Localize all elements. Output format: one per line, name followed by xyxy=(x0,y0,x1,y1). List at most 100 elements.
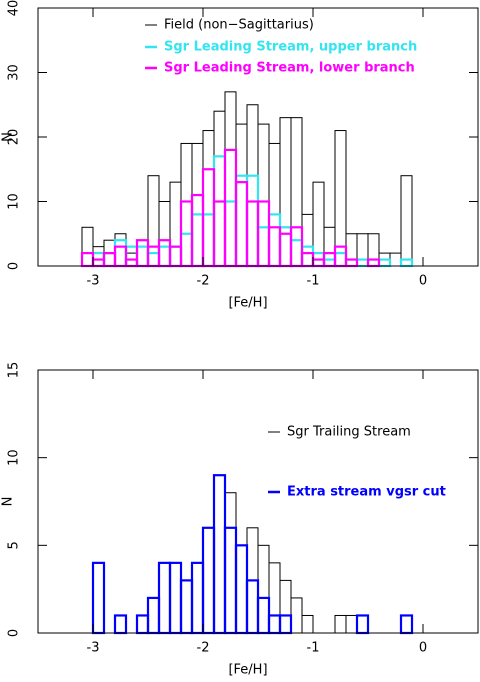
histogram-bar xyxy=(366,258,381,268)
histogram-bar xyxy=(356,614,369,634)
histogram-bar xyxy=(289,226,304,268)
x-tick-label: 0 xyxy=(419,641,427,656)
histogram-bar xyxy=(399,258,414,268)
histogram-bar xyxy=(190,213,205,268)
histogram-bar xyxy=(256,200,271,268)
y-tick-label: 5 xyxy=(7,541,22,549)
histogram-bar xyxy=(168,245,183,268)
histogram-bar xyxy=(146,245,161,268)
histogram-bar xyxy=(212,155,227,268)
histogram-bar xyxy=(377,258,392,268)
histogram-bar xyxy=(213,474,226,634)
x-tick-label: 0 xyxy=(419,274,427,289)
histogram-bar xyxy=(389,252,402,267)
legend-label: Extra stream vgsr cut xyxy=(287,485,446,500)
histogram-bar xyxy=(202,130,215,267)
histogram-bar xyxy=(190,193,205,268)
x-tick-label: -1 xyxy=(307,274,320,289)
histogram-bar xyxy=(333,245,348,268)
histogram-bar xyxy=(367,233,380,267)
histogram-bar xyxy=(400,175,413,267)
histogram-bar xyxy=(400,614,413,634)
histogram-bar xyxy=(344,258,359,268)
histogram-bar xyxy=(81,226,94,267)
histogram-bar xyxy=(146,252,161,268)
histogram-bar xyxy=(124,258,139,268)
legend-label: Sgr Trailing Stream xyxy=(287,425,411,440)
histogram-bar xyxy=(190,561,205,635)
histogram-bar xyxy=(92,246,105,267)
histogram-bar xyxy=(113,614,128,635)
histogram-bar xyxy=(235,123,248,267)
histogram-bar xyxy=(311,258,326,268)
x-tick-label: -2 xyxy=(197,641,210,656)
x-tick-label: -1 xyxy=(307,641,320,656)
histogram-bar xyxy=(290,117,303,267)
histogram-bar xyxy=(234,174,249,268)
histogram-bar xyxy=(279,117,292,267)
histogram-bar xyxy=(235,544,248,634)
histogram-bar xyxy=(223,200,238,268)
histogram-bar xyxy=(267,614,282,635)
histogram-bar xyxy=(224,91,237,267)
histogram-bar xyxy=(267,226,282,268)
histogram-bar xyxy=(301,614,314,634)
histogram-bar xyxy=(345,614,358,634)
histogram-bar xyxy=(234,544,249,635)
histogram-bar xyxy=(245,200,260,268)
histogram-bar xyxy=(201,213,216,268)
histogram-bar xyxy=(345,233,358,267)
x-tick-label: -3 xyxy=(87,641,100,656)
histogram-bar xyxy=(114,233,127,267)
histogram-bar xyxy=(201,526,216,635)
histogram-bar xyxy=(102,252,117,268)
histogram-bar xyxy=(169,181,182,267)
histogram-bar xyxy=(213,110,226,267)
histogram-bar xyxy=(158,562,171,634)
histogram-bar xyxy=(102,252,117,268)
histogram-bar xyxy=(334,614,347,634)
histogram-bar xyxy=(124,245,139,268)
histogram-bar xyxy=(113,245,128,268)
histogram-bar xyxy=(355,614,370,635)
y-tick-label: 15 xyxy=(7,362,22,379)
y-tick-label: 10 xyxy=(7,449,22,466)
histogram-bar xyxy=(136,239,149,267)
y-tick-label: 0 xyxy=(7,262,22,270)
histogram-bar xyxy=(399,614,414,635)
histogram-bar xyxy=(92,562,105,634)
histogram-bar xyxy=(224,492,237,634)
histogram-bar xyxy=(91,258,106,268)
histogram-bar xyxy=(268,142,281,267)
histogram-bar xyxy=(136,614,149,634)
histogram-bar xyxy=(201,168,216,268)
histogram-bar xyxy=(223,148,238,268)
histogram-bar xyxy=(301,213,314,267)
histogram-bar xyxy=(180,579,193,634)
histogram-bar xyxy=(180,142,193,267)
y-tick-label: 30 xyxy=(7,64,22,81)
histogram-bar xyxy=(80,252,95,268)
x-tick-label: -2 xyxy=(197,274,210,289)
y-tick-label: 40 xyxy=(7,0,22,16)
histogram-bar xyxy=(91,561,106,635)
histogram-bar xyxy=(202,527,215,634)
histogram-bar xyxy=(135,614,150,635)
histogram-bar xyxy=(245,174,260,268)
x-tick-label: -3 xyxy=(87,274,100,289)
histogram-bar xyxy=(179,579,194,635)
histogram-bar xyxy=(168,561,183,635)
y-axis-label: N xyxy=(1,497,16,507)
histogram-bar xyxy=(113,239,128,268)
histogram-bar xyxy=(289,239,304,268)
y-tick-label: 10 xyxy=(7,193,22,210)
y-tick-label: 0 xyxy=(7,629,22,637)
histogram-bar xyxy=(157,561,172,635)
histogram-bar xyxy=(179,232,194,268)
histogram-bar xyxy=(278,614,293,635)
plot-frame xyxy=(37,369,479,634)
histogram-bar xyxy=(333,252,348,268)
histogram-bar xyxy=(135,239,150,268)
histogram-bar xyxy=(257,123,270,267)
